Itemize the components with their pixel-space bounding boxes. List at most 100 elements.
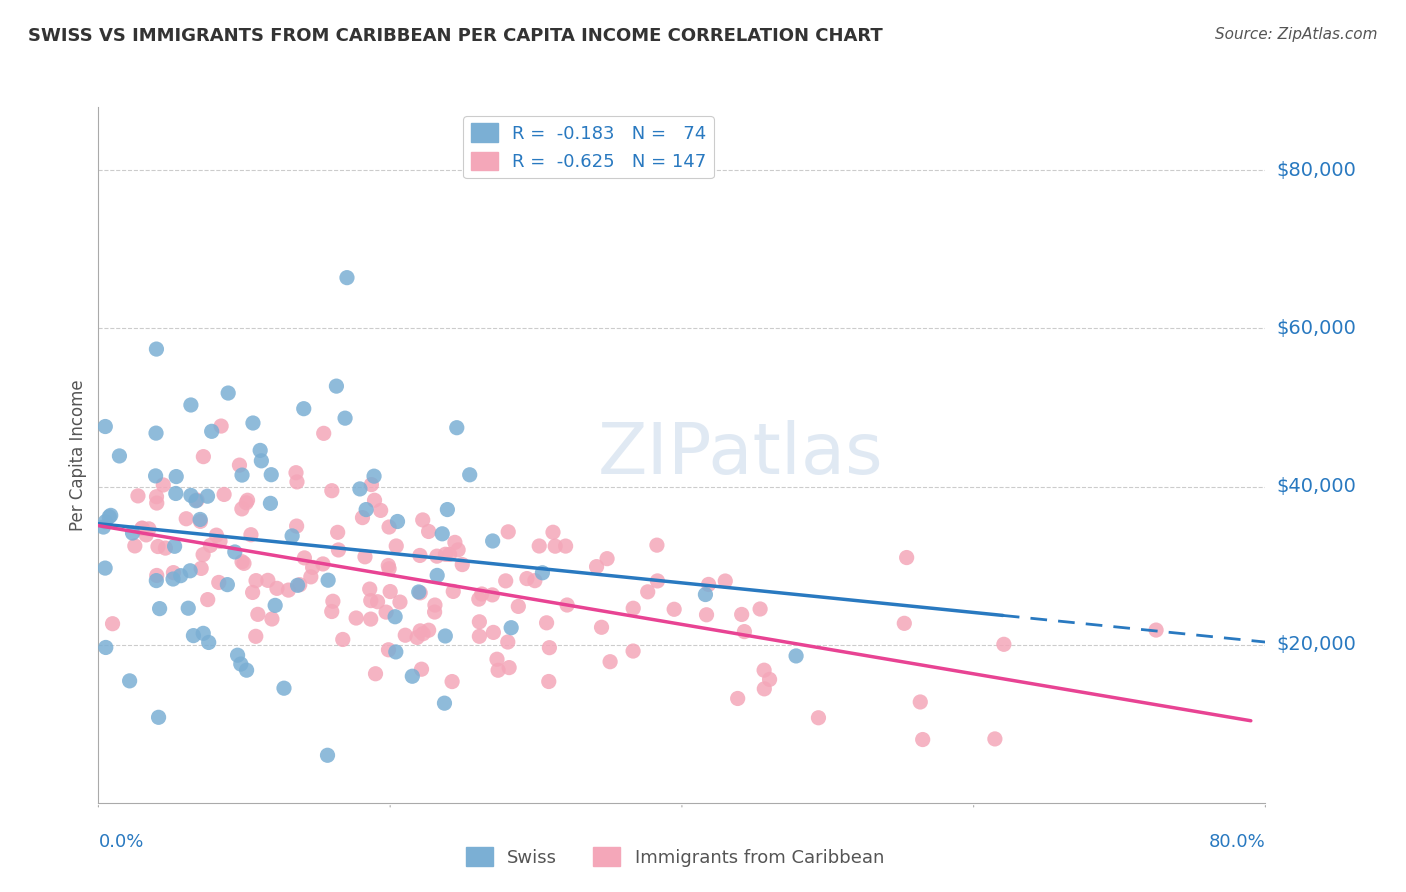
Point bbox=[312, 426, 335, 441]
Point bbox=[294, 550, 316, 565]
Point bbox=[94, 561, 117, 575]
Point bbox=[436, 502, 458, 516]
Point bbox=[208, 575, 231, 590]
Point bbox=[380, 584, 402, 599]
Point bbox=[714, 574, 737, 588]
Point bbox=[301, 560, 323, 574]
Point bbox=[439, 548, 461, 562]
Point bbox=[249, 443, 271, 458]
Text: 80.0%: 80.0% bbox=[1209, 833, 1265, 851]
Point bbox=[807, 711, 830, 725]
Point bbox=[911, 732, 934, 747]
Point bbox=[260, 467, 283, 482]
Point bbox=[408, 585, 430, 599]
Point bbox=[387, 515, 409, 529]
Point bbox=[554, 539, 576, 553]
Point bbox=[325, 379, 347, 393]
Point bbox=[481, 533, 503, 548]
Point bbox=[409, 586, 432, 600]
Point bbox=[101, 616, 124, 631]
Point bbox=[162, 566, 184, 580]
Point bbox=[174, 512, 197, 526]
Point bbox=[758, 673, 780, 687]
Point bbox=[785, 648, 807, 663]
Point bbox=[485, 652, 508, 666]
Point bbox=[496, 524, 519, 539]
Point bbox=[118, 673, 141, 688]
Point bbox=[418, 624, 440, 638]
Point bbox=[359, 582, 381, 596]
Point bbox=[523, 574, 546, 588]
Point bbox=[316, 573, 339, 587]
Text: 0.0%: 0.0% bbox=[98, 833, 143, 851]
Point bbox=[516, 572, 538, 586]
Point bbox=[349, 482, 371, 496]
Point bbox=[190, 561, 212, 575]
Point bbox=[537, 674, 560, 689]
Y-axis label: Per Capita Income: Per Capita Income bbox=[69, 379, 87, 531]
Point bbox=[197, 635, 219, 649]
Point bbox=[495, 574, 517, 588]
Point bbox=[197, 592, 219, 607]
Point bbox=[696, 607, 718, 622]
Point bbox=[184, 493, 207, 508]
Point bbox=[378, 562, 401, 576]
Point bbox=[333, 411, 356, 425]
Point bbox=[501, 621, 523, 635]
Point bbox=[910, 695, 932, 709]
Point bbox=[193, 626, 215, 640]
Point bbox=[418, 524, 440, 539]
Point bbox=[188, 512, 211, 526]
Point bbox=[498, 660, 520, 674]
Point bbox=[409, 624, 432, 638]
Point bbox=[266, 582, 288, 596]
Point bbox=[447, 542, 470, 557]
Point bbox=[264, 599, 287, 613]
Point bbox=[486, 663, 509, 677]
Point bbox=[285, 466, 308, 480]
Point bbox=[127, 489, 149, 503]
Point bbox=[531, 566, 554, 580]
Point bbox=[135, 528, 157, 542]
Point bbox=[896, 550, 918, 565]
Point bbox=[94, 419, 117, 434]
Point bbox=[98, 509, 121, 524]
Point bbox=[727, 691, 749, 706]
Point bbox=[186, 493, 208, 508]
Point bbox=[375, 605, 398, 619]
Point bbox=[131, 521, 153, 535]
Point bbox=[145, 342, 167, 356]
Point bbox=[148, 710, 170, 724]
Point bbox=[162, 572, 184, 586]
Point bbox=[145, 469, 167, 483]
Point bbox=[180, 488, 202, 502]
Point bbox=[360, 477, 382, 491]
Point bbox=[209, 419, 232, 434]
Point bbox=[426, 568, 449, 582]
Point bbox=[201, 425, 224, 439]
Point bbox=[183, 629, 205, 643]
Point bbox=[281, 529, 304, 543]
Point bbox=[384, 609, 406, 624]
Point bbox=[260, 612, 283, 626]
Point bbox=[322, 594, 344, 608]
Point bbox=[231, 555, 253, 569]
Point bbox=[180, 398, 202, 412]
Point bbox=[212, 487, 235, 501]
Point bbox=[731, 607, 754, 622]
Point bbox=[468, 615, 491, 629]
Point bbox=[536, 615, 558, 630]
Point bbox=[94, 515, 117, 529]
Point bbox=[596, 551, 619, 566]
Point bbox=[423, 605, 446, 619]
Point bbox=[146, 540, 169, 554]
Point bbox=[336, 270, 359, 285]
Point bbox=[191, 548, 214, 562]
Point bbox=[312, 557, 335, 571]
Point bbox=[250, 454, 273, 468]
Point bbox=[217, 577, 239, 591]
Point bbox=[360, 593, 382, 607]
Legend: R =  -0.183   N =   74, R =  -0.625   N = 147: R = -0.183 N = 74, R = -0.625 N = 147 bbox=[464, 116, 714, 178]
Text: $80,000: $80,000 bbox=[1277, 161, 1357, 180]
Point bbox=[285, 519, 308, 533]
